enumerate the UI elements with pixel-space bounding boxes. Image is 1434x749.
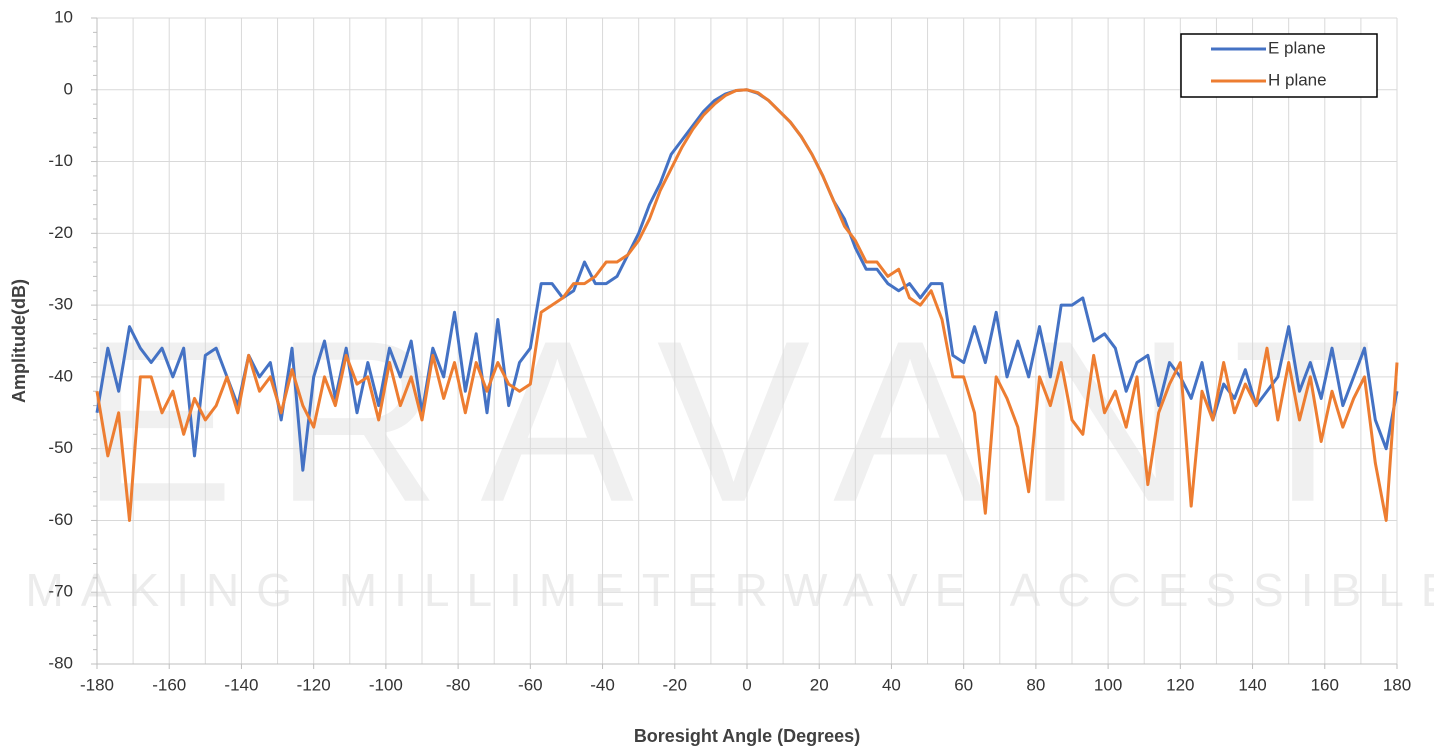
x-tick-label: 80 (1026, 675, 1045, 694)
x-tick-label: -80 (446, 675, 471, 694)
x-tick-label: -140 (224, 675, 258, 694)
plot-lines (95, 88, 1399, 522)
y-tick-label: -40 (48, 366, 73, 385)
x-tick-label: 140 (1238, 675, 1266, 694)
legend-label: H plane (1268, 70, 1327, 89)
y-tick-label: -80 (48, 653, 73, 672)
x-axis-title: Boresight Angle (Degrees) (634, 726, 860, 746)
y-tick-label: -70 (48, 582, 73, 601)
x-tick-label: -20 (662, 675, 687, 694)
x-tick-label: 20 (810, 675, 829, 694)
y-tick-label: -50 (48, 438, 73, 457)
x-tick-label: -60 (518, 675, 543, 694)
watermark-tagline: MAKING MILLIMETERWAVE ACCESSIBLE (26, 564, 1434, 616)
legend-label: E plane (1268, 38, 1326, 57)
y-tick-label: -10 (48, 151, 73, 170)
legend-box (1180, 33, 1378, 98)
x-tick-label: 180 (1383, 675, 1411, 694)
x-tick-label: 40 (882, 675, 901, 694)
series-line (95, 88, 1399, 522)
x-tick-label: 0 (742, 675, 751, 694)
y-tick-label: 10 (54, 7, 73, 26)
x-tick-label: 100 (1094, 675, 1122, 694)
y-tick-label: -20 (48, 223, 73, 242)
x-tick-label: 160 (1311, 675, 1339, 694)
y-axis-title: Amplitude(dB) (9, 279, 29, 403)
x-tick-label: -120 (297, 675, 331, 694)
x-tick-label: -160 (152, 675, 186, 694)
x-tick-label: 60 (954, 675, 973, 694)
x-tick-label: -40 (590, 675, 615, 694)
y-tick-label: -60 (48, 510, 73, 529)
y-tick-label: -30 (48, 295, 73, 314)
y-tick-label: 0 (64, 79, 73, 98)
x-tick-label: -180 (80, 675, 114, 694)
x-tick-label: -100 (369, 675, 403, 694)
x-tick-label: 120 (1166, 675, 1194, 694)
